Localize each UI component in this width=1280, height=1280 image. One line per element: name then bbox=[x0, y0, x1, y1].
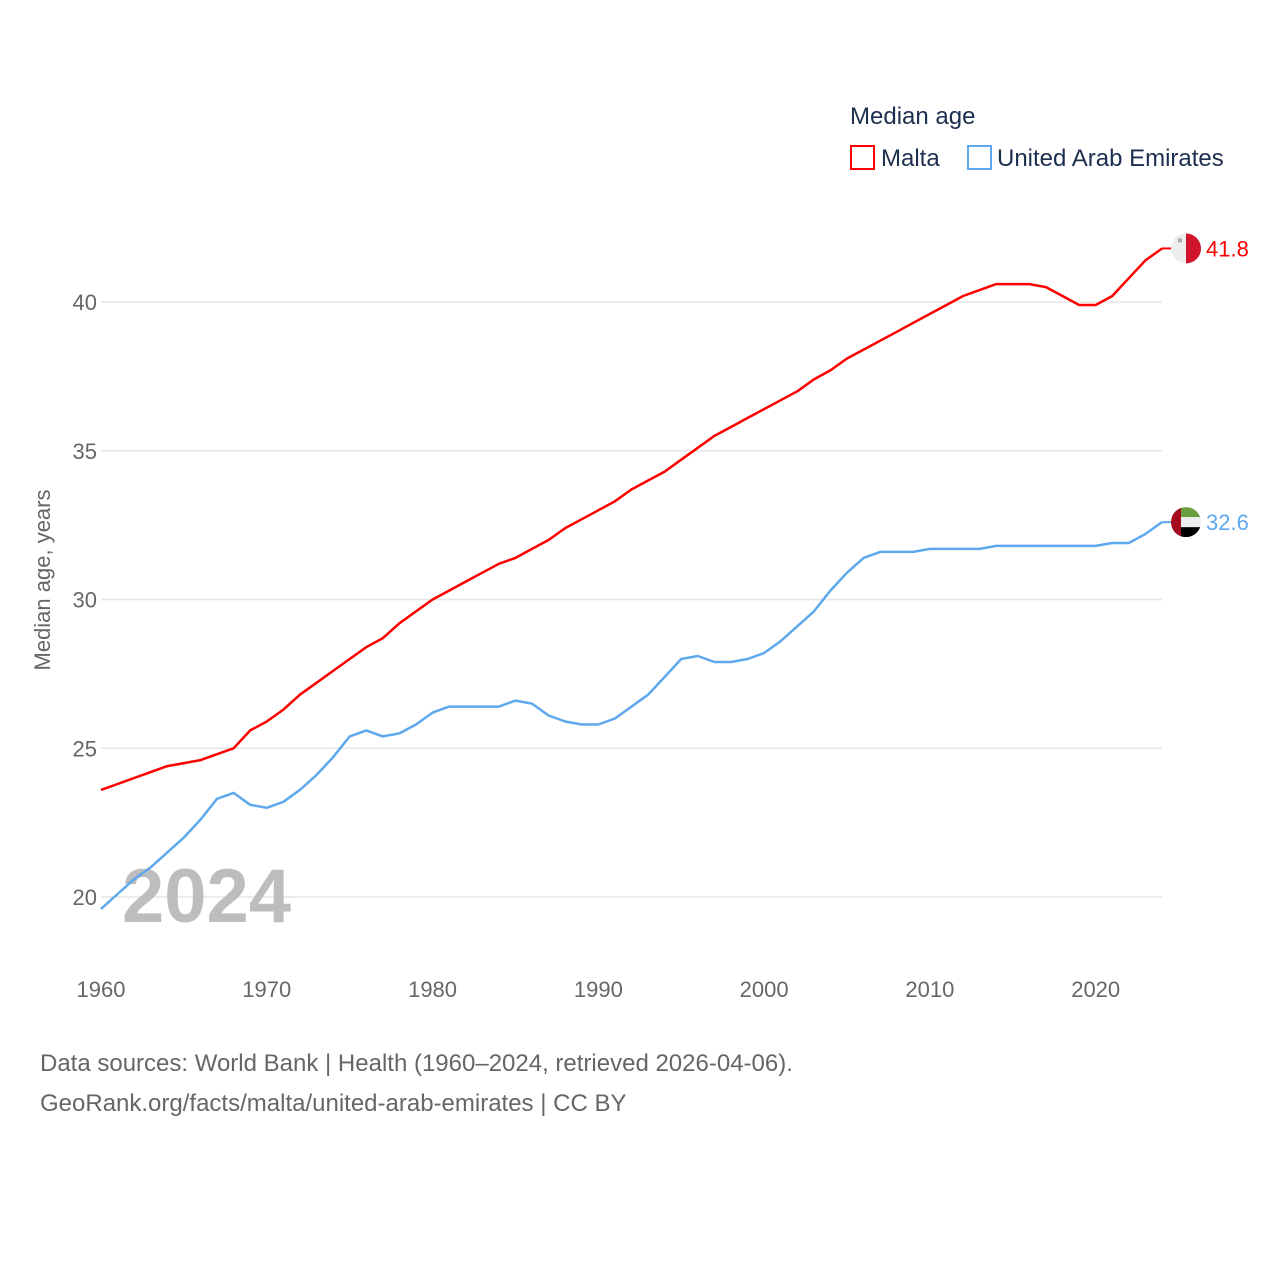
y-axis-ticks: 20 25 30 35 40 bbox=[73, 290, 97, 910]
x-tick-label: 1970 bbox=[242, 977, 291, 1002]
series-end-markers: 41.8 32.6 bbox=[1162, 233, 1249, 538]
footer: Data sources: World Bank | Health (1960–… bbox=[40, 1044, 793, 1124]
legend-swatch-malta bbox=[850, 145, 875, 170]
malta-flag-icon bbox=[1171, 233, 1201, 264]
x-tick-label: 1990 bbox=[574, 977, 623, 1002]
y-tick-label: 20 bbox=[73, 885, 97, 910]
series-line-uae bbox=[100, 521, 1163, 910]
end-value-label: 41.8 bbox=[1206, 236, 1249, 261]
legend-item-uae[interactable]: United Arab Emirates bbox=[967, 145, 1224, 172]
y-tick-label: 25 bbox=[73, 736, 97, 761]
source-url[interactable]: GeoRank.org/facts/malta/united-arab-emir… bbox=[40, 1090, 627, 1117]
legend-item-malta[interactable]: Malta bbox=[850, 145, 940, 172]
series-lines bbox=[100, 247, 1163, 910]
x-tick-label: 2000 bbox=[740, 977, 789, 1002]
x-tick-label: 1960 bbox=[77, 977, 126, 1002]
legend-swatch-uae bbox=[967, 145, 992, 170]
grid bbox=[101, 301, 1162, 898]
y-tick-label: 30 bbox=[73, 588, 97, 613]
x-tick-label: 2020 bbox=[1071, 977, 1120, 1002]
x-tick-label: 2010 bbox=[905, 977, 954, 1002]
uae-flag-icon bbox=[1171, 507, 1201, 538]
y-axis-label: Median age, years bbox=[30, 490, 55, 671]
current-year-watermark: 2024 bbox=[122, 854, 291, 939]
x-tick-label: 1980 bbox=[408, 977, 457, 1002]
legend-label-uae: United Arab Emirates bbox=[997, 145, 1224, 172]
y-tick-label: 35 bbox=[73, 439, 97, 464]
data-source-note: Data sources: World Bank | Health (1960–… bbox=[40, 1050, 793, 1077]
legend-label-malta: Malta bbox=[881, 145, 940, 172]
y-tick-label: 40 bbox=[73, 290, 97, 315]
x-axis-ticks: 1960 1970 1980 1990 2000 2010 2020 bbox=[77, 977, 1121, 1002]
end-value-label: 32.6 bbox=[1206, 510, 1249, 535]
legend-title: Median age bbox=[850, 103, 975, 130]
series-line-malta bbox=[100, 247, 1163, 792]
